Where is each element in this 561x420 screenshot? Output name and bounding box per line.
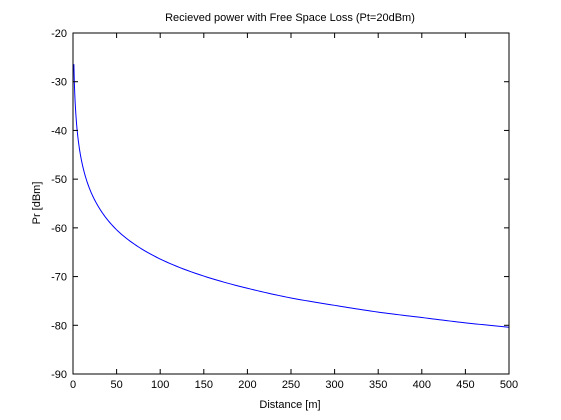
- x-tick-label: 200: [238, 379, 256, 391]
- x-tick-label: 0: [70, 379, 76, 391]
- x-tick-label: 500: [500, 379, 518, 391]
- y-tick-label: -40: [51, 125, 67, 137]
- y-tick-label: -20: [51, 28, 67, 40]
- x-tick-label: 450: [456, 379, 474, 391]
- y-axis-title: Pr [dBm]: [31, 182, 43, 225]
- y-tick-label: -90: [51, 369, 67, 381]
- x-tick-label: 100: [151, 379, 169, 391]
- x-tick-label: 400: [413, 379, 431, 391]
- y-tick-label: -30: [51, 77, 67, 89]
- y-tick-label: -80: [51, 320, 67, 332]
- y-tick-label: -50: [51, 174, 67, 186]
- x-axis-title: Distance [m]: [259, 399, 320, 411]
- series-layer: [73, 64, 510, 328]
- plot-area: [73, 33, 509, 374]
- x-tick-label: 250: [282, 379, 300, 391]
- x-tick-label: 350: [369, 379, 387, 391]
- y-tick-label: -60: [51, 223, 67, 235]
- x-tick-label: 150: [195, 379, 213, 391]
- chart-title: Recieved power with Free Space Loss (Pt=…: [165, 12, 415, 24]
- y-tick-label: -70: [51, 272, 67, 284]
- tick-labels-layer: 0 50 100 150 200 250 300 350 400 450 500 -20 -30 -40 -…: [51, 28, 518, 391]
- series-line: [73, 64, 510, 328]
- ticks-layer: [72, 32, 510, 375]
- x-tick-label: 50: [110, 379, 122, 391]
- x-tick-label: 300: [325, 379, 343, 391]
